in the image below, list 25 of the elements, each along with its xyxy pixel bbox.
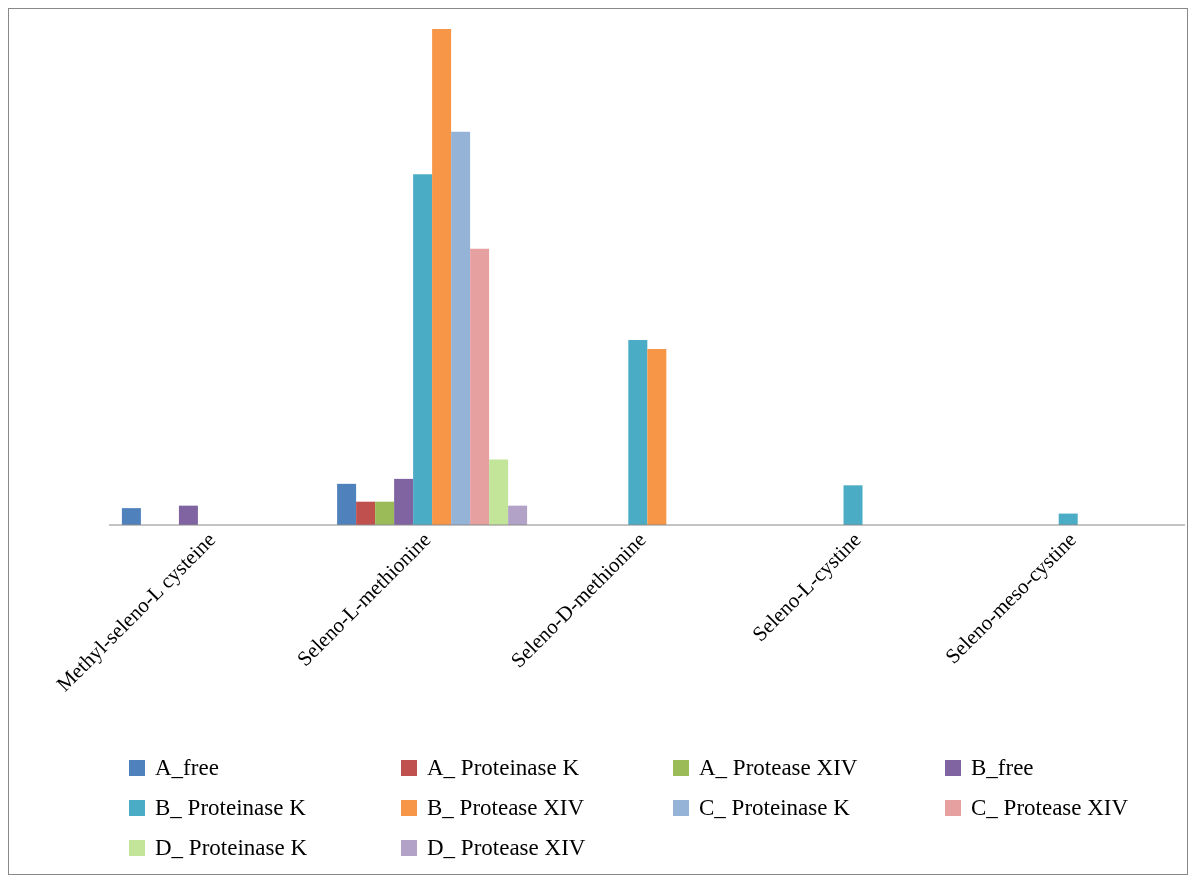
bar bbox=[394, 478, 414, 525]
legend-label: B_ Proteinase K bbox=[155, 795, 306, 821]
legend-label: A_free bbox=[155, 755, 219, 781]
bar bbox=[843, 485, 863, 525]
legend-label: B_free bbox=[971, 755, 1034, 781]
legend-label: B_ Protease XIV bbox=[427, 795, 585, 821]
legend-label: A_ Protease XIV bbox=[699, 755, 858, 781]
bar bbox=[432, 29, 452, 525]
bar bbox=[356, 501, 376, 525]
bar bbox=[470, 248, 490, 525]
bar bbox=[375, 501, 395, 525]
legend-label: D_ Proteinase K bbox=[155, 835, 308, 861]
bar bbox=[647, 348, 667, 525]
bar bbox=[451, 131, 471, 525]
bar bbox=[178, 505, 198, 525]
legend-label: A_ Proteinase K bbox=[427, 755, 580, 781]
bar bbox=[121, 508, 141, 525]
bar bbox=[337, 483, 357, 525]
bar bbox=[413, 174, 433, 525]
bar bbox=[508, 505, 528, 525]
bar bbox=[628, 339, 648, 525]
legend-label: C_ Proteinase K bbox=[699, 795, 850, 821]
legend-label: D_ Protease XIV bbox=[427, 835, 586, 861]
bar bbox=[489, 459, 509, 525]
legend-label: C_ Protease XIV bbox=[971, 795, 1129, 821]
